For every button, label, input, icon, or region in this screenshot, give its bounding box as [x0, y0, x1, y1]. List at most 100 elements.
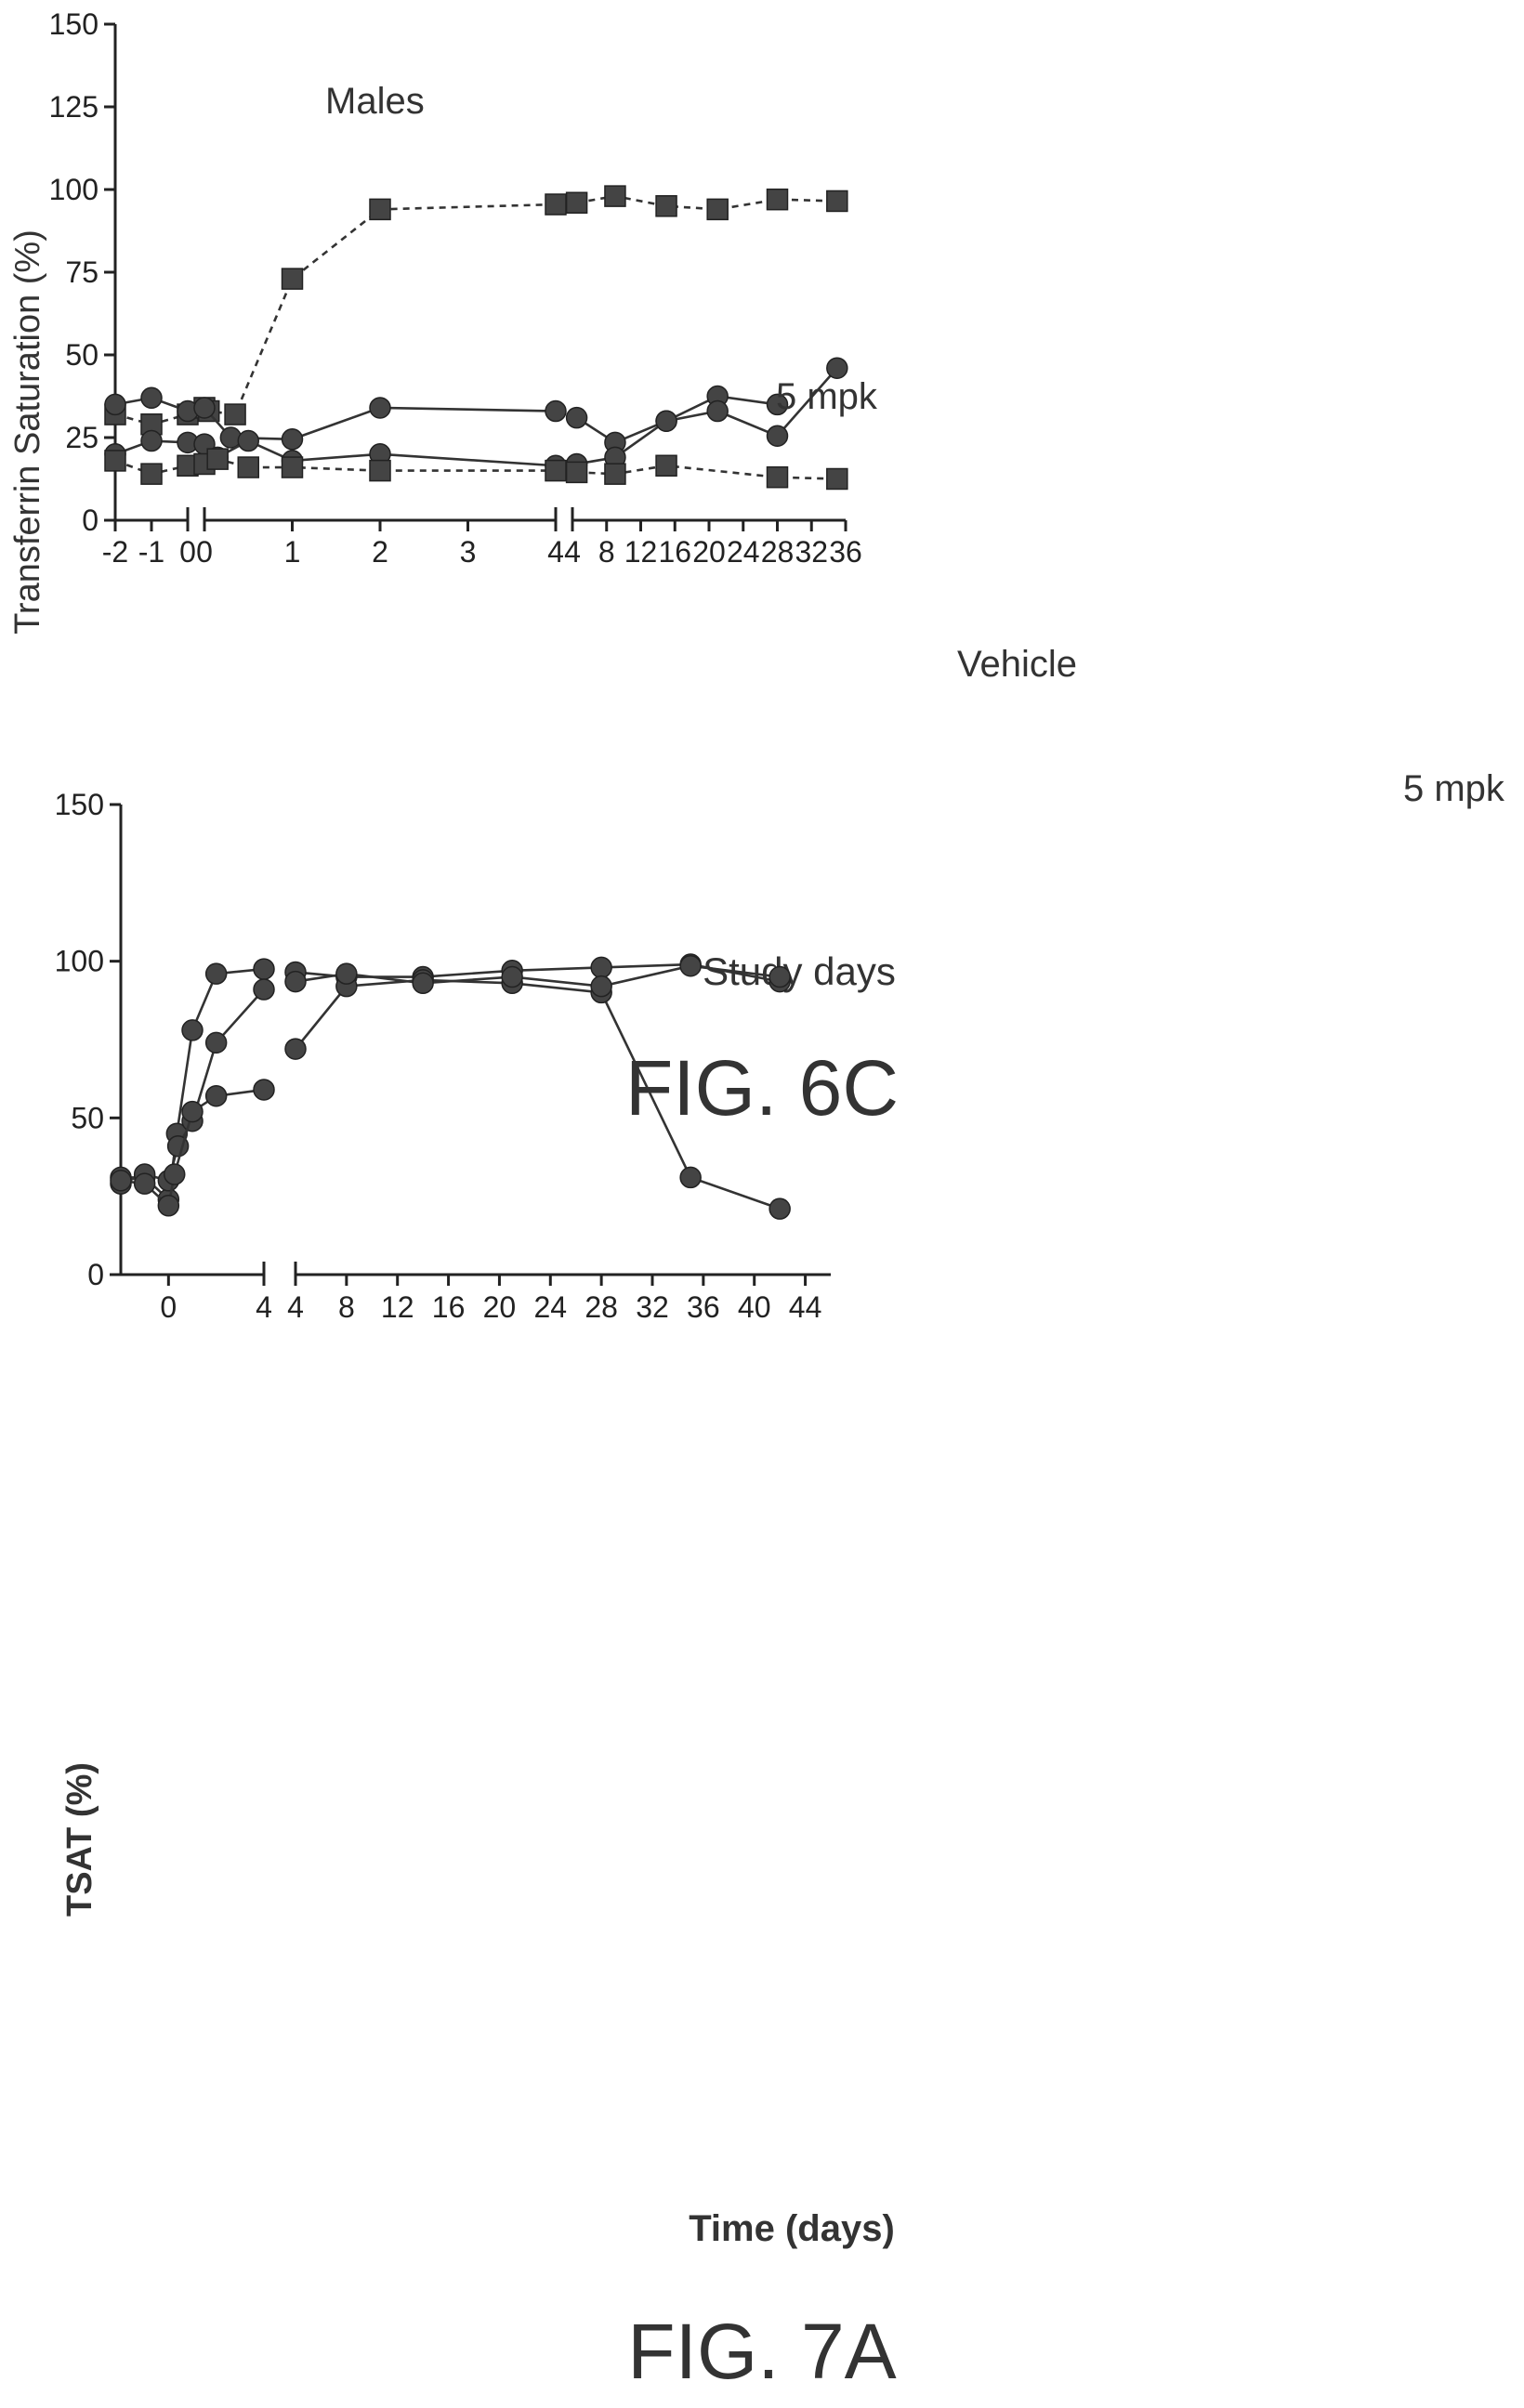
fig-6c-data-point-square: [706, 198, 729, 221]
fig-7a-data-point-circle: [679, 1166, 702, 1189]
fig-6c-data-point-square: [281, 268, 304, 290]
fig-6c-y-tick-label: 100: [49, 173, 99, 206]
fig-6c-data-point-square: [826, 467, 848, 491]
fig-6c-y-tick-label: 75: [65, 255, 99, 289]
fig-7a-x-tick-label: 36: [687, 1290, 720, 1324]
fig-6c-series-label: Vehicle: [957, 644, 1077, 685]
fig-7a-y-tick-label: 50: [71, 1101, 104, 1134]
fig-6c-x-tick-label: 4: [547, 535, 564, 569]
fig-6c-y-tick-label: 125: [49, 90, 99, 124]
fig-7a-x-tick-label: 12: [381, 1290, 414, 1324]
fig-7a-data-point-circle: [769, 1197, 791, 1220]
fig-6c-data-point-square: [369, 459, 391, 482]
fig-7a-y-axis: 0 50 100 150: [55, 788, 123, 1291]
fig-6c-data-point-circle: [565, 406, 588, 429]
fig-7a-data-point-circle: [501, 965, 523, 988]
fig-7a-data-point-circle: [204, 1084, 228, 1107]
fig-7a-x-tick-label: 20: [483, 1290, 517, 1324]
fig-6c-data-point-square: [281, 456, 304, 478]
fig-7a-series-line: [120, 988, 265, 1185]
fig-6c-data-point-square: [604, 463, 626, 485]
fig-6c-data-point-square: [655, 454, 677, 478]
fig-6c-data-point-square: [604, 185, 626, 207]
fig-6c-series-line: [204, 203, 557, 416]
fig-6c-data-point-square: [545, 459, 567, 482]
fig-6c-x-tick-label: 0: [179, 535, 196, 569]
fig-6c-series-label: 5 mpk: [776, 376, 878, 417]
fig-7a-data-point-circle: [284, 1038, 307, 1060]
fig-6c-x-tick-label: 24: [727, 535, 760, 569]
fig-6c-x-tick-label: 16: [658, 535, 691, 569]
fig-6c-y-tick-label: 50: [65, 338, 99, 372]
fig-7a-data-point-circle: [284, 970, 307, 993]
fig-7a-data-point-circle: [133, 1172, 156, 1195]
fig-6c-data-point-circle: [140, 429, 163, 452]
fig-6c-series-1: [104, 185, 848, 436]
fig-6c-data-point-square: [104, 450, 126, 472]
fig-6c-x-axis-segment: -2 -1 0: [102, 507, 196, 569]
fig-6c-data-point-circle: [545, 399, 567, 423]
fig-6c-y-axis-title: Transferrin Saturation (%): [8, 229, 47, 635]
fig-6c-data-point-square: [565, 191, 588, 214]
fig-7a-data-point-circle: [110, 1170, 132, 1192]
fig-6c-data-point-circle: [369, 397, 391, 419]
fig-7a-data-point-circle: [679, 954, 702, 977]
fig-6c-data-point-circle: [766, 425, 789, 447]
fig-7a-x-tick-label: 32: [636, 1290, 669, 1324]
fig-7a-data-point-circle: [204, 962, 228, 985]
fig-7a-data-point-circle: [181, 1019, 204, 1041]
fig-6c-data-point-square: [237, 456, 259, 478]
fig-7a-data-point-circle: [412, 972, 434, 995]
fig-6c-data-point-square: [206, 448, 229, 470]
fig-6c-x-axis-segment: 0 1 2 3 4: [196, 507, 564, 569]
fig-6c-x-tick-label: 36: [829, 535, 862, 569]
fig-6c-data-point-square: [140, 463, 163, 485]
fig-6c-x-tick-label: 8: [598, 535, 615, 569]
fig-6c-data-point-circle: [826, 357, 848, 379]
fig-7a-data-point-circle: [253, 1079, 275, 1101]
fig-6c-y-tick-label: 150: [49, 7, 99, 41]
fig-6c-series-4: [104, 448, 848, 491]
fig-6c-x-tick-label: 12: [624, 535, 658, 569]
fig-7a-data-point-circle: [253, 978, 275, 1001]
fig-6c-data-point-circle: [140, 386, 163, 410]
fig-7a-x-tick-label: 4: [256, 1290, 272, 1324]
fig-6c-data-point-square: [565, 461, 588, 484]
fig-6c-data-point-square: [766, 188, 789, 211]
fig-6c-x-tick-label: 4: [564, 535, 581, 569]
fig-6c-x-tick-label: 1: [284, 535, 301, 569]
fig-6c-series-line: [204, 457, 556, 472]
fig-6c-x-tick-label: 3: [460, 535, 477, 569]
fig-7a-y-tick-label: 150: [55, 788, 104, 821]
fig-7a-x-axis-title: Time (days): [689, 2208, 895, 2249]
fig-6c-x-tick-label: 20: [692, 535, 726, 569]
fig-7a-data-point-circle: [164, 1163, 186, 1185]
fig-6c-data-point-circle: [281, 428, 304, 451]
fig-6c-data-point-circle: [706, 399, 729, 423]
fig-7a-data-point-circle: [204, 1031, 228, 1054]
fig-7a-x-tick-label: 44: [789, 1290, 822, 1324]
fig-6c-data-point-circle: [655, 410, 677, 432]
fig-6c-y-tick-label: 25: [65, 421, 99, 454]
fig-6c-data-point-circle: [237, 429, 259, 452]
fig-7a-data-point-circle: [335, 962, 358, 985]
fig-6c-data-point-square: [224, 403, 246, 425]
fig-6c-x-axis-segment: 4 8 12 16 20 24 28 32 36: [564, 507, 862, 569]
fig-7a-x-tick-label: 40: [738, 1290, 771, 1324]
fig-7a-x-tick-label: 16: [432, 1290, 466, 1324]
fig-7a-data-point-circle: [181, 1100, 204, 1123]
fig-6c-y-axis: 0 25 50 75 100 125 150: [49, 7, 117, 537]
fig-6c-x-tick-label: -1: [138, 535, 164, 569]
fig-6c-x-tick-label: 0: [196, 535, 213, 569]
fig-7a-x-tick-label: 0: [160, 1290, 177, 1324]
chart-fig-6c: Males Study days Transferrin Saturation …: [8, 7, 1505, 1132]
fig-6c-data-point-square: [545, 193, 567, 216]
fig-6c-data-point-square: [826, 190, 848, 213]
fig-7a-data-point-circle: [769, 965, 791, 988]
fig-7a-x-tick-label: 28: [585, 1290, 618, 1324]
fig-7a-data-point-circle: [253, 958, 275, 980]
fig-6c-x-tick-label: 32: [795, 535, 828, 569]
fig-7a-y-tick-label: 0: [87, 1258, 104, 1291]
